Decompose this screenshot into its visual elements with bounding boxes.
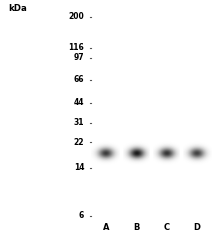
Text: D: D <box>193 223 200 232</box>
Text: B: B <box>133 223 139 232</box>
Bar <box>152 17 181 216</box>
Text: kDa: kDa <box>9 4 27 13</box>
Text: 200: 200 <box>68 12 84 21</box>
Text: 31: 31 <box>74 118 84 127</box>
Bar <box>182 17 211 216</box>
Text: 44: 44 <box>74 98 84 107</box>
Text: A: A <box>103 223 109 232</box>
Text: 66: 66 <box>74 75 84 84</box>
Text: 6: 6 <box>79 211 84 221</box>
Text: 22: 22 <box>74 138 84 147</box>
Text: 14: 14 <box>74 163 84 172</box>
Bar <box>91 17 120 216</box>
Text: 116: 116 <box>68 43 84 52</box>
Bar <box>122 17 151 216</box>
Text: C: C <box>163 223 169 232</box>
Text: 97: 97 <box>74 54 84 62</box>
